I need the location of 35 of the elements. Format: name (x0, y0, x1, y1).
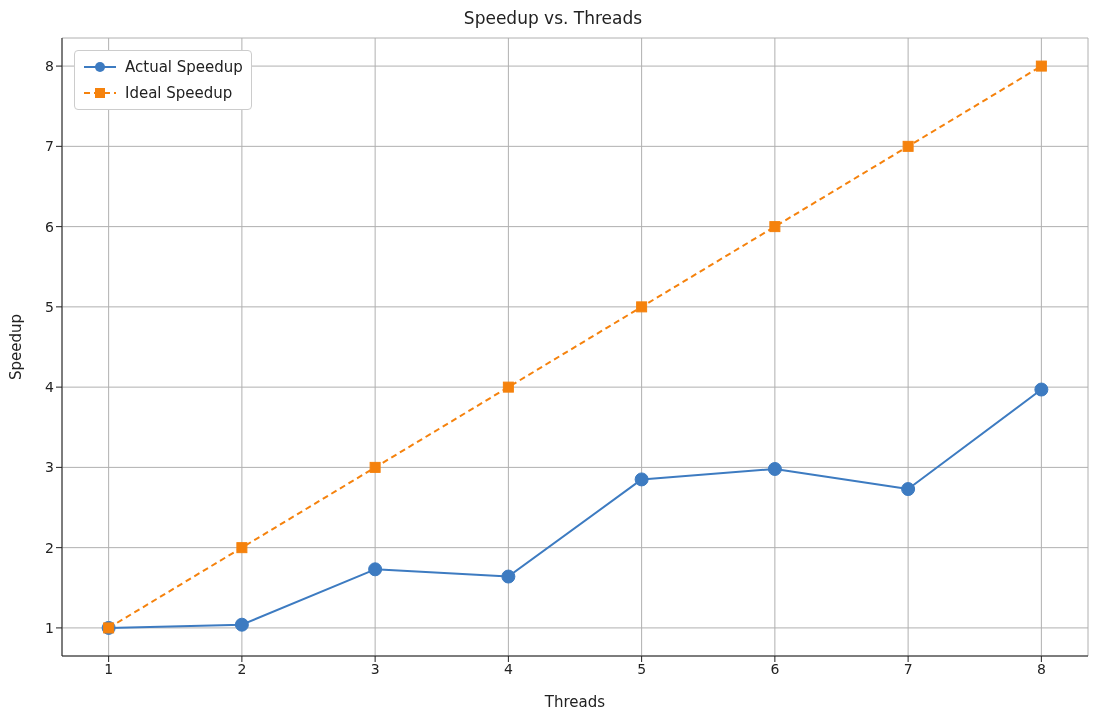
x-tick-label: 7 (903, 660, 913, 677)
x-tick-label: 4 (503, 660, 513, 677)
point (901, 482, 916, 497)
point (369, 461, 381, 473)
legend-label: Ideal Speedup (125, 83, 233, 104)
y-tick-label: 2 (45, 539, 54, 556)
point (234, 617, 249, 632)
point (634, 472, 649, 487)
point (636, 301, 648, 313)
chart-title: Speedup vs. Threads (462, 8, 644, 28)
point (767, 462, 782, 476)
x-axis-title: Threads (543, 692, 606, 711)
x-tick-label: 6 (770, 660, 780, 677)
point (368, 562, 383, 577)
x-tick-label: 5 (637, 660, 647, 677)
x-tick-label: 8 (1036, 660, 1046, 677)
y-tick-label: 1 (45, 619, 54, 636)
point (1034, 382, 1049, 397)
y-tick-label: 8 (45, 58, 54, 75)
y-tick-label: 6 (45, 218, 55, 235)
x-tick-label: 2 (237, 660, 247, 677)
x-tick-label: 1 (104, 660, 114, 677)
y-tick-label: 5 (45, 298, 54, 315)
point (501, 569, 516, 584)
point (769, 221, 781, 233)
legend-label: Actual Speedup (125, 57, 243, 78)
y-tick-label: 7 (45, 138, 54, 155)
y-axis-title: Speedup (7, 313, 26, 381)
point (1035, 60, 1047, 72)
y-tick-label: 4 (45, 379, 55, 396)
x-tick-label: 3 (370, 660, 380, 677)
point (236, 542, 248, 554)
y-tick-label: 3 (45, 459, 54, 476)
point (902, 140, 914, 152)
point (502, 381, 514, 393)
